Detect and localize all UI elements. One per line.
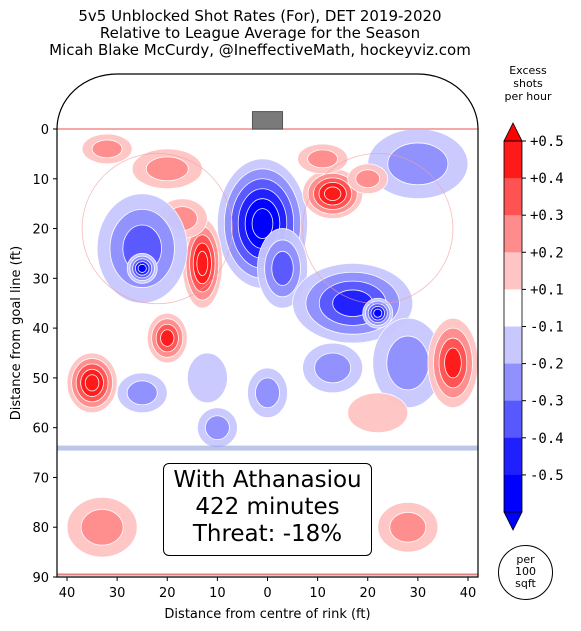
heatmap-contour-2-5 <box>324 186 342 201</box>
player-annotation-box: With Athanasiou 422 minutes Threat: -18% <box>163 463 372 556</box>
colorbar-tick-label-4: +0.1 <box>530 282 564 298</box>
heatmap-contour-3-2 <box>307 149 339 169</box>
x-tick-label-7: 30 <box>410 586 427 601</box>
title-line-3: Micah Blake McCurdy, @IneffectiveMath, h… <box>49 41 471 59</box>
x-tick-label-0: 40 <box>59 586 76 601</box>
heatmap-contour-8-5 <box>196 250 209 277</box>
y-tick-label-0: 0 <box>41 123 49 138</box>
y-tick-label-3: 30 <box>32 272 49 287</box>
colorbar-tick-label-5: -0.1 <box>530 320 564 336</box>
heatmap-contour-1-3 <box>271 250 294 286</box>
heatmap-contour-0-6 <box>251 208 274 239</box>
colorbar-bottom-arrow <box>503 511 523 531</box>
y-tick-label-9: 90 <box>32 571 49 586</box>
x-tick-label-1: 30 <box>109 586 126 601</box>
colorbar-tick-label-1: +0.4 <box>530 171 564 187</box>
goal-net <box>251 111 284 130</box>
colorbar-tick-label-0: +0.5 <box>530 134 564 150</box>
colorbar-segment-7 <box>504 400 522 439</box>
title-line-2: Relative to League Average for the Seaso… <box>99 24 421 42</box>
x-tick-label-6: 20 <box>359 586 376 601</box>
heatmap-contour-23-1 <box>347 392 409 434</box>
heatmap-contour-13-5 <box>84 374 100 392</box>
annotation-line-3: Threat: -18% <box>192 521 343 547</box>
colorbar-tick-label-6: -0.2 <box>530 357 564 373</box>
colorbar-segment-0 <box>504 141 522 179</box>
colorbar-segment-5 <box>504 326 522 365</box>
colorbar-tick-label-9: -0.5 <box>530 468 564 484</box>
colorbar-title-line-1: Excess <box>509 64 547 77</box>
y-tick-label-2: 20 <box>32 223 49 238</box>
heatmap-layer <box>57 74 478 577</box>
colorbar-tick-label-2: +0.3 <box>530 208 564 224</box>
y-tick-label-6: 60 <box>32 422 49 437</box>
colorbar-top-arrow <box>503 122 523 142</box>
colorbar-segment-8 <box>504 437 522 476</box>
x-tick-label-8: 40 <box>460 586 477 601</box>
x-tick-label-4: 0 <box>263 586 271 601</box>
colorbar-title: Excess shots per hour <box>498 64 558 103</box>
annotation-line-1: With Athanasiou <box>173 467 362 493</box>
colorbar-segment-4 <box>504 289 522 327</box>
heatmap-contour-16-2 <box>387 142 449 186</box>
heatmap-contour-5-5 <box>373 308 383 318</box>
unit-line-2: 100 <box>515 565 536 578</box>
heatmap-contour-21-2 <box>204 415 230 441</box>
chart-title: 5v5 Unblocked Shot Rates (For), DET 2019… <box>0 8 520 59</box>
rink-boards-outline <box>56 73 479 578</box>
y-tick-label-7: 70 <box>32 471 49 486</box>
heatmap-contour-25-2 <box>389 511 427 543</box>
colorbar-segment-6 <box>504 363 522 402</box>
heatmap-contour-22-2 <box>255 377 280 409</box>
heatmap-contour-6-2 <box>386 335 430 391</box>
x-tick-label-3: 10 <box>209 586 226 601</box>
heatmap-contour-14-2 <box>126 380 158 406</box>
annotation-line-2: 422 minutes <box>195 494 340 520</box>
heatmap-contour-18-2 <box>145 156 189 182</box>
heatmap-contour-15-4 <box>444 347 462 379</box>
x-axis-label: Distance from centre of rink (ft) <box>164 607 370 622</box>
heatmap-contour-24-2 <box>80 508 124 546</box>
heatmap-contour-9-4 <box>160 329 175 347</box>
title-line-1: 5v5 Unblocked Shot Rates (For), DET 2019… <box>78 7 442 25</box>
y-tick-label-1: 10 <box>32 173 49 188</box>
y-tick-label-4: 40 <box>32 322 49 337</box>
blue-line <box>57 445 478 451</box>
colorbar-tick-label-8: -0.4 <box>530 431 564 447</box>
x-tick-label-5: 10 <box>309 586 326 601</box>
colorbar-segment-3 <box>504 252 522 290</box>
heatmap-contour-20-1 <box>186 352 228 404</box>
colorbar-tick-label-7: -0.3 <box>530 394 564 410</box>
colorbar-title-line-2: shots <box>513 77 543 90</box>
faceoff-circle-1 <box>302 152 454 305</box>
faceoff-circle-0 <box>81 152 233 305</box>
unit-line-3: sqft <box>515 577 536 590</box>
heatmap-contour-7-2 <box>314 352 352 384</box>
colorbar-segment-1 <box>504 178 522 216</box>
y-tick-label-8: 80 <box>32 521 49 536</box>
unit-line-1: per <box>516 553 535 566</box>
colorbar-title-line-3: per hour <box>504 90 552 103</box>
heatmap-contour-19-2 <box>91 139 123 159</box>
colorbar-segment-9 <box>504 474 522 513</box>
colorbar-tick-label-3: +0.2 <box>530 245 564 261</box>
heatmap-contour-12-5 <box>137 263 147 273</box>
y-tick-label-5: 50 <box>32 372 49 387</box>
heatmap-contour-17-2 <box>355 169 381 189</box>
y-axis-label: Distance from goal line (ft) <box>9 246 24 420</box>
colorbar-segment-2 <box>504 215 522 253</box>
unit-label-circle: per 100 sqft <box>498 545 553 600</box>
x-tick-label-2: 20 <box>159 586 176 601</box>
